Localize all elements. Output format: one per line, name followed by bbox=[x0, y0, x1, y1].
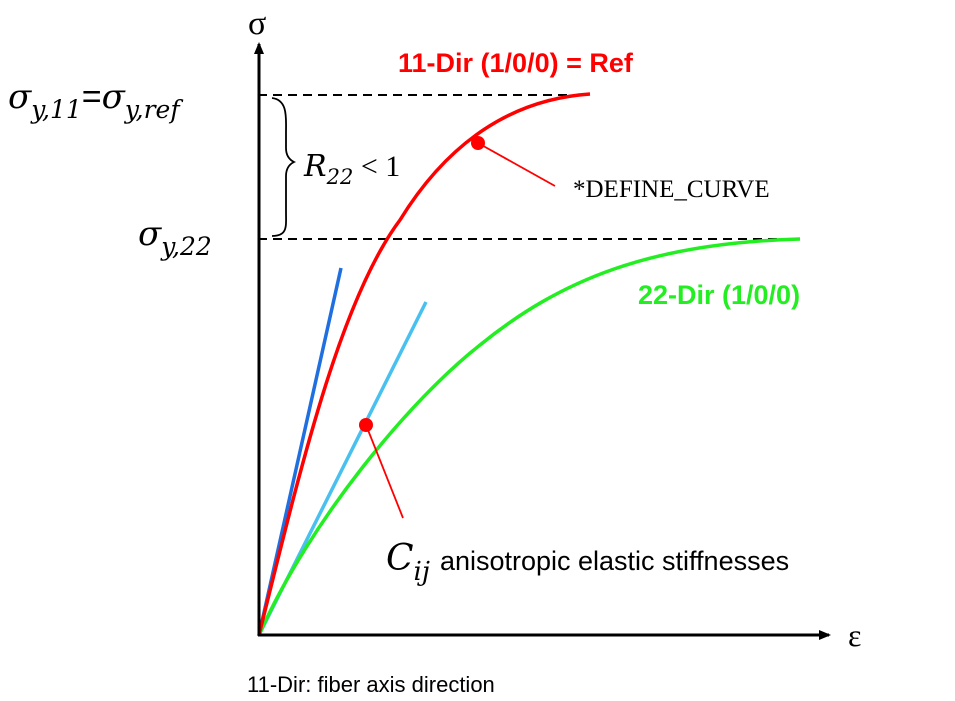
red-11-dir-curve bbox=[257, 92, 591, 636]
footnote: 11-Dir: fiber axis direction bbox=[247, 672, 495, 697]
ratio-label: R22 < 1 bbox=[303, 149, 400, 189]
define-curve-marker bbox=[471, 136, 485, 150]
sigma-yref-subscript: y,ref bbox=[124, 95, 183, 124]
ratio-brace bbox=[271, 97, 297, 237]
sigma-y22-subscript: y,22 bbox=[160, 232, 212, 261]
ratio-inequality: < 1 bbox=[353, 150, 400, 183]
y-axis-label: σ bbox=[248, 5, 266, 42]
red-curve-label: 11-Dir (1/0/0) = Ref bbox=[398, 48, 634, 78]
sigma-y11-symbol: σ bbox=[8, 77, 32, 117]
yield-22-label: σy,22 bbox=[138, 214, 212, 261]
define-curve-label: *DEFINE_CURVE bbox=[573, 176, 770, 203]
ratio-subscript: 22 bbox=[326, 165, 354, 189]
x-axis-label: ε bbox=[848, 617, 861, 653]
green-curve-label: 22-Dir (1/0/0) bbox=[638, 280, 800, 310]
stiffness-connector bbox=[365, 424, 404, 519]
stiffness-marker bbox=[359, 418, 373, 432]
ratio-symbol: R bbox=[303, 149, 327, 184]
equals-sign: = bbox=[82, 78, 102, 116]
yield-ref-label: σy,11=σy,ref bbox=[8, 77, 183, 124]
stiffness-label: Cij anisotropic elastic stiffnesses bbox=[386, 538, 789, 587]
stiffness-subscript: ij bbox=[414, 557, 430, 587]
stiffness-text: anisotropic elastic stiffnesses bbox=[440, 546, 789, 576]
sigma-y11-subscript: y,11 bbox=[30, 95, 82, 124]
green-22-dir-curve bbox=[257, 237, 801, 636]
define-curve-connector bbox=[477, 142, 556, 187]
stiffness-symbol: C bbox=[386, 538, 414, 579]
sigma-y22-symbol: σ bbox=[138, 214, 162, 254]
sigma-yref-symbol: σ bbox=[102, 77, 126, 117]
